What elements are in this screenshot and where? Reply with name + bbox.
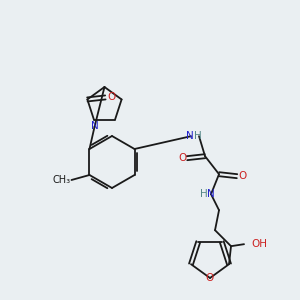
Text: O: O (178, 153, 186, 163)
Text: OH: OH (251, 239, 267, 249)
Text: N: N (186, 131, 194, 141)
Text: N: N (207, 189, 215, 199)
Text: O: O (206, 273, 214, 283)
Text: CH₃: CH₃ (52, 175, 70, 185)
Text: N: N (91, 121, 98, 131)
Text: O: O (107, 92, 116, 102)
Text: H: H (194, 131, 202, 141)
Text: H: H (200, 189, 208, 199)
Text: O: O (238, 171, 246, 181)
